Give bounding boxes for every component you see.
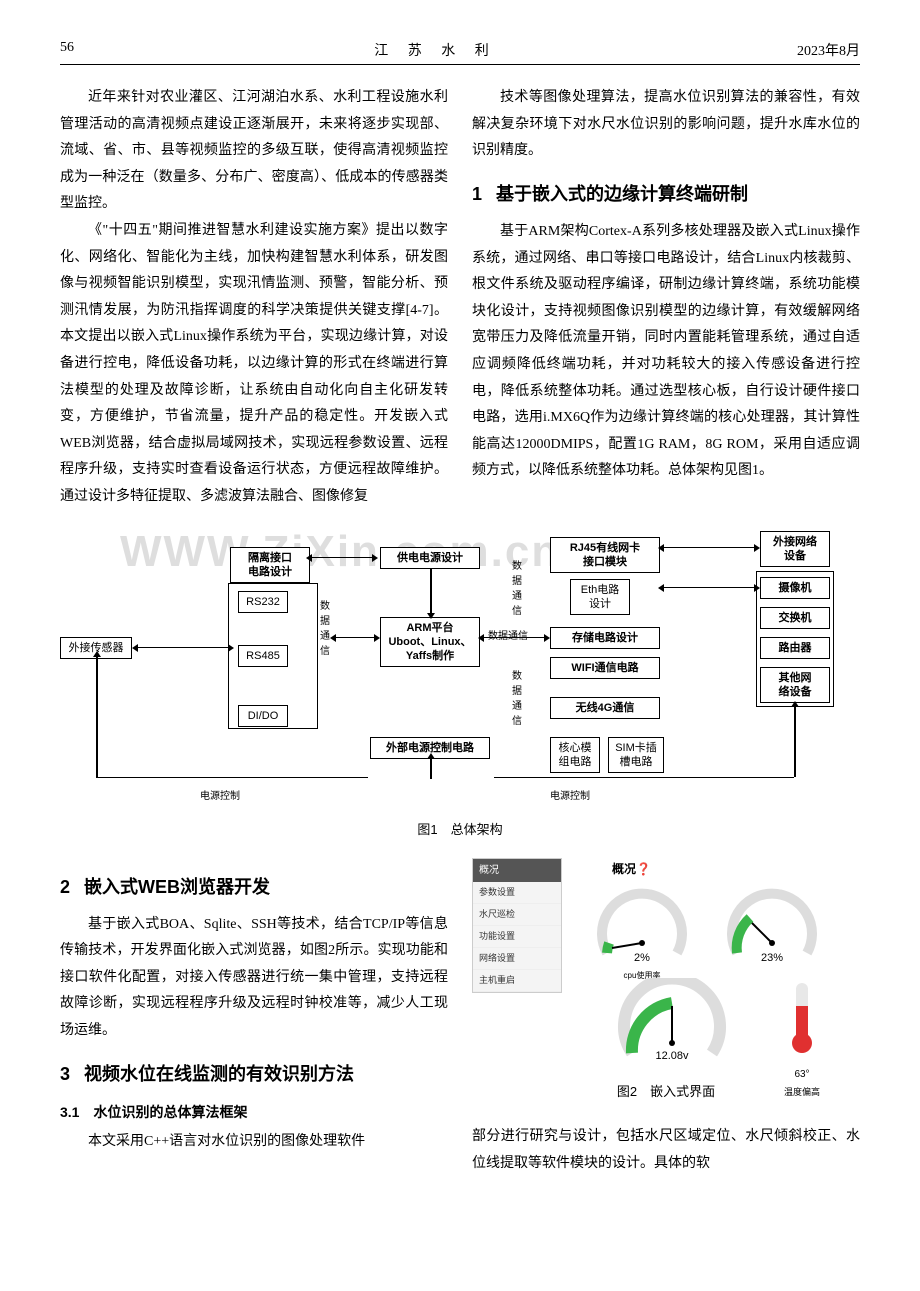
line-sensor-down [96, 657, 98, 777]
box-power-supply: 供电电源设计 [380, 547, 480, 569]
para-intro-2: 《"十四五"期间推进智慧水利建设实施方案》提出以数字化、网络化、智能化为主线，加… [60, 218, 448, 511]
right-column: 技术等图像处理算法，提高水位识别算法的兼容性，有效解决复杂环境下对水尺水位识别的… [472, 85, 860, 511]
ui-page-title: 概况❓ [612, 858, 651, 881]
label-data-comm-3: 数据通信 [488, 627, 528, 642]
box-sim: SIM卡插 槽电路 [608, 737, 664, 774]
journal-title: 江 苏 水 利 [374, 40, 497, 60]
group-interface-outline [228, 583, 318, 729]
top-columns: 近年来针对农业灌区、江河湖泊水系、水利工程设施水利管理活动的高清视频点建设正逐渐… [60, 85, 860, 511]
gauge-memory: 23% [722, 888, 822, 969]
box-core-module: 核心模 组电路 [550, 737, 600, 774]
section-2-title: 嵌入式WEB浏览器开发 [84, 877, 270, 897]
box-external-network: 外接网络 设备 [760, 531, 830, 568]
section-3-1-heading: 3.1 水位识别的总体算法框架 [60, 1099, 448, 1126]
section-2-heading: 2 嵌入式WEB浏览器开发 [60, 870, 448, 904]
figure-2-ui: 概况 参数设置 水尺巡检 功能设置 网络设置 主机重启 概况❓ [472, 858, 860, 1068]
label-power-ctrl-1: 电源控制 [200, 787, 240, 802]
ui-menu-item-0[interactable]: 参数设置 [473, 882, 561, 904]
gauge-voltage: 12.08v [612, 978, 732, 1067]
ui-menu-item-1[interactable]: 水尺巡检 [473, 904, 561, 926]
section-2-para: 基于嵌入式BOA、Sqlite、SSH等技术，结合TCP/IP等信息传输技术，开… [60, 912, 448, 1045]
para-r1: 技术等图像处理算法，提高水位识别算法的兼容性，有效解决复杂环境下对水尺水位识别的… [472, 85, 860, 165]
label-data-comm-1: 数 据 通 信 [318, 597, 332, 657]
box-eth: Eth电路 设计 [570, 579, 630, 616]
thermometer: 63° 温度偏高 [782, 978, 822, 1101]
page: 56 江 苏 水 利 2023年8月 近年来针对农业灌区、江河湖泊水系、水利工程… [0, 0, 920, 1217]
page-number: 56 [60, 40, 74, 60]
ui-menu-item-3[interactable]: 网络设置 [473, 948, 561, 970]
section-3-1-para: 本文采用C++语言对水位识别的图像处理软件 [60, 1129, 448, 1156]
line-bottom-left [96, 777, 368, 779]
lower-columns: 2 嵌入式WEB浏览器开发 基于嵌入式BOA、Sqlite、SSH等技术，结合TC… [60, 858, 860, 1178]
line-iface-arm [336, 637, 374, 639]
section-3-heading: 3 视频水位在线监测的有效识别方法 [60, 1057, 448, 1091]
box-wifi: WIFI通信电路 [550, 657, 660, 679]
watermark-text: WWW.ZiXin.com.cn [120, 527, 560, 577]
thermo-status: 温度偏高 [782, 1084, 822, 1101]
ui-title-text: 概况 [612, 862, 636, 876]
section-3-title: 视频水位在线监测的有效识别方法 [84, 1064, 354, 1084]
ui-sidebar-menu: 概况 参数设置 水尺巡检 功能设置 网络设置 主机重启 [472, 858, 562, 993]
line-rj45-extnet [664, 547, 754, 549]
line-bottom-right [494, 777, 794, 779]
ui-menu-item-2[interactable]: 功能设置 [473, 926, 561, 948]
label-data-comm-4: 数 据 通 信 [510, 667, 524, 727]
figure-1-caption: 图1 总体架构 [60, 819, 860, 838]
section-3-1-title: 水位识别的总体算法框架 [93, 1104, 247, 1120]
box-4g: 无线4G通信 [550, 697, 660, 719]
box-arm-platform: ARM平台 Uboot、Linux、 Yaffs制作 [380, 617, 480, 668]
section-3-number: 3 [60, 1064, 70, 1084]
line-psu-arm [430, 569, 432, 613]
figure-1-diagram: WWW.ZiXin.com.cn 外接传感器 隔离接口 电路设计 RS232 R… [60, 527, 860, 807]
section-1-title: 基于嵌入式的边缘计算终端研制 [496, 184, 748, 204]
label-data-comm-2: 数 据 通 信 [510, 557, 524, 617]
para-r2: 基于ARM架构Cortex-A系列多核处理器及嵌入式Linux操作系统，通过网络… [472, 219, 860, 485]
left-column: 近年来针对农业灌区、江河湖泊水系、水利工程设施水利管理活动的高清视频点建设正逐渐… [60, 85, 448, 511]
ui-menu-item-4[interactable]: 主机重启 [473, 970, 561, 992]
line-arm-storage [484, 637, 544, 639]
box-isolation-interface: 隔离接口 电路设计 [230, 547, 310, 584]
section-2-number: 2 [60, 877, 70, 897]
lower-right-column: 概况 参数设置 水尺巡检 功能设置 网络设置 主机重启 概况❓ [472, 858, 860, 1178]
gauge-cpu: 2% cpu使用率 [592, 888, 692, 984]
para-intro-1: 近年来针对农业灌区、江河湖泊水系、水利工程设施水利管理活动的高清视频点建设正逐渐… [60, 85, 448, 218]
line-iface-psu [312, 557, 372, 559]
section-1-heading: 1 基于嵌入式的边缘计算终端研制 [472, 177, 860, 211]
thermo-value: 63° [782, 1065, 822, 1084]
section-1-number: 1 [472, 184, 482, 204]
line-sensor-iface [138, 647, 228, 649]
section-3-1-number: 3.1 [60, 1104, 79, 1120]
lower-left-column: 2 嵌入式WEB浏览器开发 基于嵌入式BOA、Sqlite、SSH等技术，结合TC… [60, 858, 448, 1178]
line-eth-cam [664, 587, 754, 589]
box-rj45: RJ45有线网卡 接口模块 [550, 537, 660, 574]
line-net-up [794, 707, 796, 777]
help-icon[interactable]: ❓ [636, 862, 651, 876]
line-extpwr-up [430, 759, 432, 779]
box-storage: 存储电路设计 [550, 627, 660, 649]
label-power-ctrl-2: 电源控制 [550, 787, 590, 802]
running-header: 56 江 苏 水 利 2023年8月 [60, 40, 860, 65]
ui-menu-header: 概况 [473, 859, 561, 882]
issue-date: 2023年8月 [797, 40, 860, 60]
lower-right-para: 部分进行研究与设计，包括水尺区域定位、水尺倾斜校正、水位线提取等软件模块的设计。… [472, 1124, 860, 1177]
group-network-outline [756, 571, 834, 707]
